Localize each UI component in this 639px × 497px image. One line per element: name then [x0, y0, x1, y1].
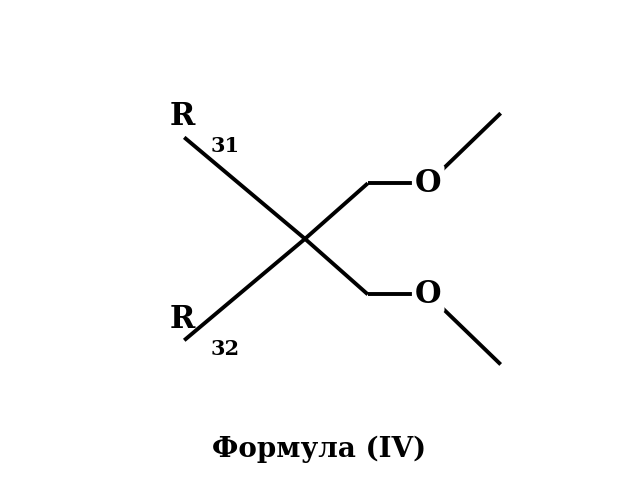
Text: R: R [170, 101, 195, 132]
Text: 32: 32 [211, 339, 240, 359]
Text: 31: 31 [211, 136, 240, 156]
Text: O: O [415, 168, 442, 199]
Text: Формула (IV): Формула (IV) [212, 435, 427, 463]
Text: R: R [170, 304, 195, 335]
Text: O: O [415, 279, 442, 310]
